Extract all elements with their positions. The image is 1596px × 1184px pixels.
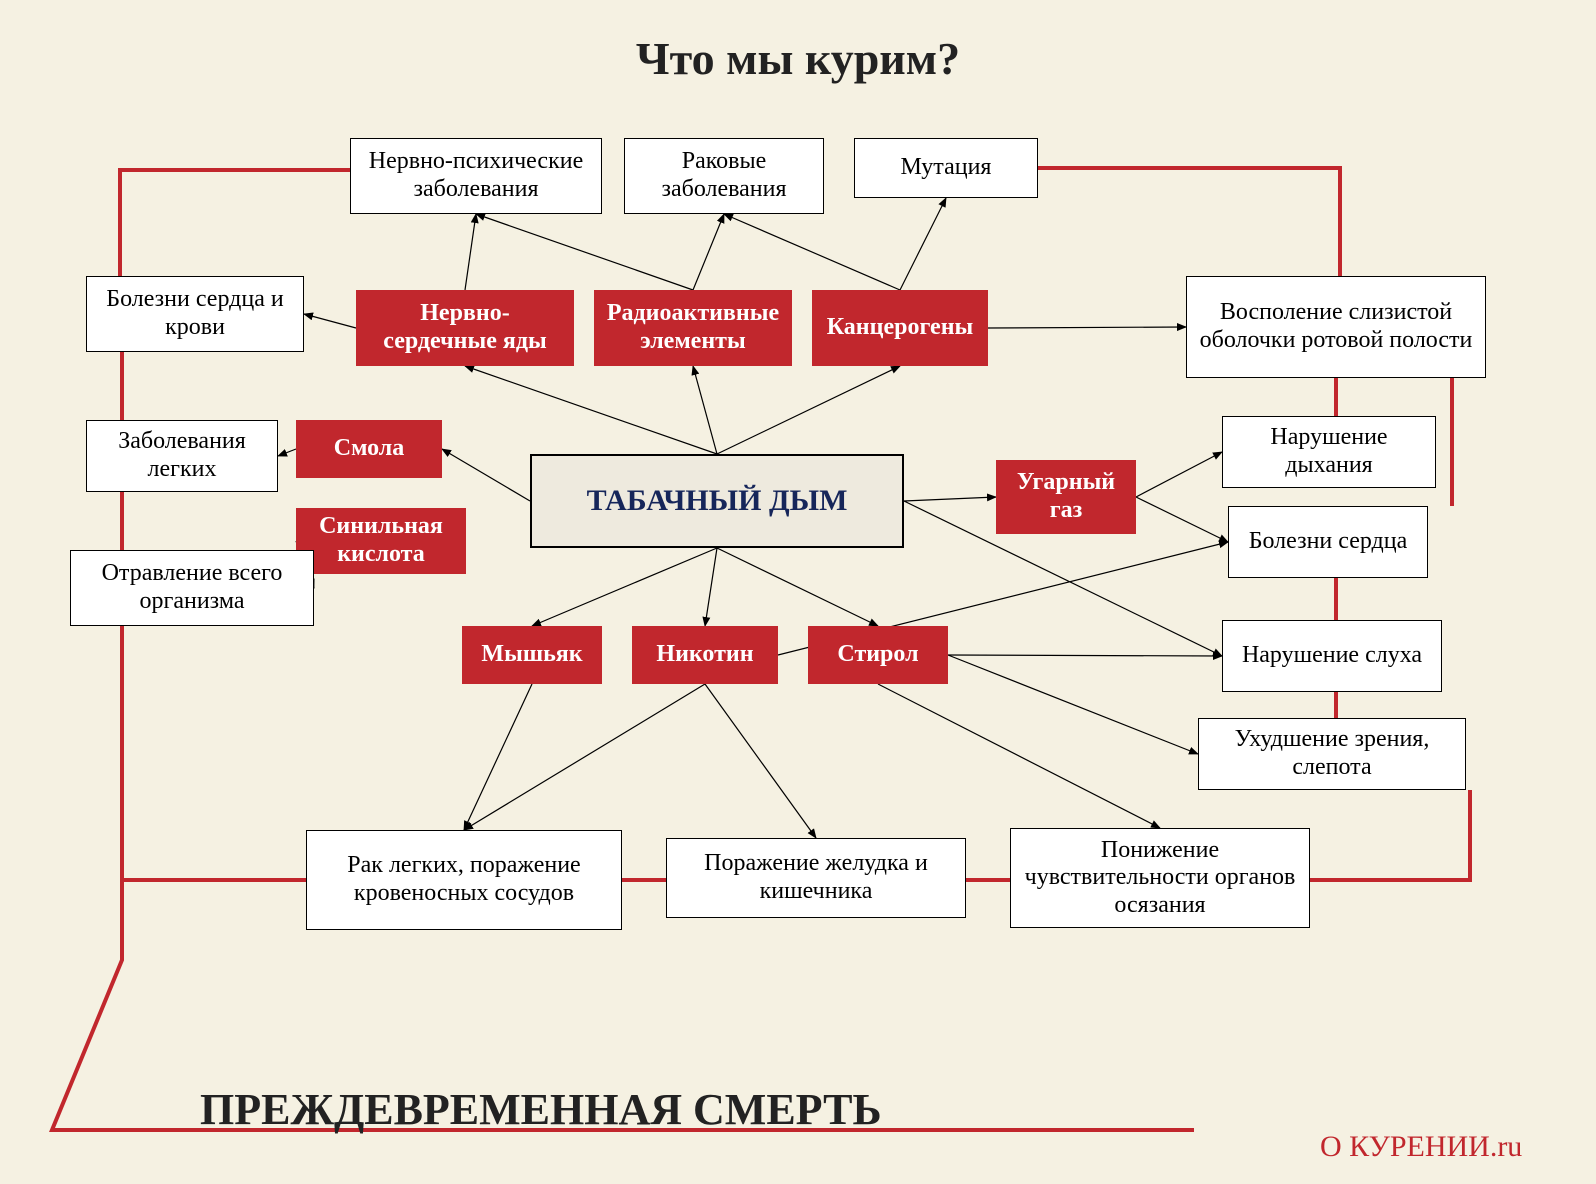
node-breath: Нарушение дыхания [1222,416,1436,488]
node-heart_blood: Болезни сердца и крови [86,276,304,352]
node-stomach: Поражение желудка и кишечника [666,838,966,918]
arrow-center-styrene [717,548,878,626]
node-lung_cancer: Рак легких, поражение кровеносных сосудо… [306,830,622,930]
attribution: О КУРЕНИИ.ru [1320,1130,1522,1164]
arrow-center-carcinogens [717,366,900,454]
node-mutation: Мутация [854,138,1038,198]
arrow-nerve_poisons-heart_blood [304,314,356,328]
bottom-title: ПРЕЖДЕВРЕМЕННАЯ СМЕРТЬ [200,1084,882,1135]
arrow-radioactive-cancer_dis [693,214,724,290]
arrow-center-nerve_poisons [465,366,717,454]
arrow-center-smola [442,449,530,501]
node-nicotine: Никотин [632,626,778,684]
arrow-radioactive-neuro_dis [476,214,693,290]
arrow-co-heart_dis [1136,497,1228,542]
node-sensitivity: Понижение чувствительности органов осяза… [1010,828,1310,928]
arrow-center-co [904,497,996,501]
arrow-center-radioactive [693,366,717,454]
node-radioactive: Радиоактивные элементы [594,290,792,366]
arrow-carcinogens-oral_inflam [988,327,1186,328]
node-styrene: Стирол [808,626,948,684]
arrow-carcinogens-mutation [900,198,946,290]
node-co: Угарный газ [996,460,1136,534]
red-path-1 [1038,168,1340,276]
arrow-smola-lung_dis [278,449,296,456]
arrow-nerve_poisons-neuro_dis [465,214,476,290]
node-center: ТАБАЧНЫЙ ДЫМ [530,454,904,548]
arrow-styrene-hearing [948,655,1222,656]
arrow-center-arsenic [532,548,717,626]
page-title: Что мы курим? [0,32,1596,85]
node-poisoning: Отравление всего организма [70,550,314,626]
node-vision: Ухудшение зрения, слепота [1198,718,1466,790]
node-hearing: Нарушение слуха [1222,620,1442,692]
node-lung_dis: Заболевания легких [86,420,278,492]
node-arsenic: Мышьяк [462,626,602,684]
arrow-styrene-vision [948,655,1198,754]
red-path-8 [1310,790,1470,880]
node-oral_inflam: Восполение слизистой оболочки ротовой по… [1186,276,1486,378]
node-hcn: Синильная кислота [296,508,466,574]
arrow-co-breath [1136,452,1222,497]
node-heart_dis: Болезни сердца [1228,506,1428,578]
node-nerve_poisons: Нервно-сердечные яды [356,290,574,366]
node-cancer_dis: Раковые заболевания [624,138,824,214]
arrow-arsenic-lung_cancer [464,684,532,830]
arrow-carcinogens-cancer_dis [724,214,900,290]
node-carcinogens: Канцерогены [812,290,988,366]
red-path-0 [120,170,350,276]
arrow-styrene-sensitivity [878,684,1160,828]
node-neuro_dis: Нервно-психические заболевания [350,138,602,214]
node-smola: Смола [296,420,442,478]
arrow-nicotine-lung_cancer [464,684,705,830]
arrow-center-nicotine [705,548,717,626]
arrow-nicotine-stomach [705,684,816,838]
